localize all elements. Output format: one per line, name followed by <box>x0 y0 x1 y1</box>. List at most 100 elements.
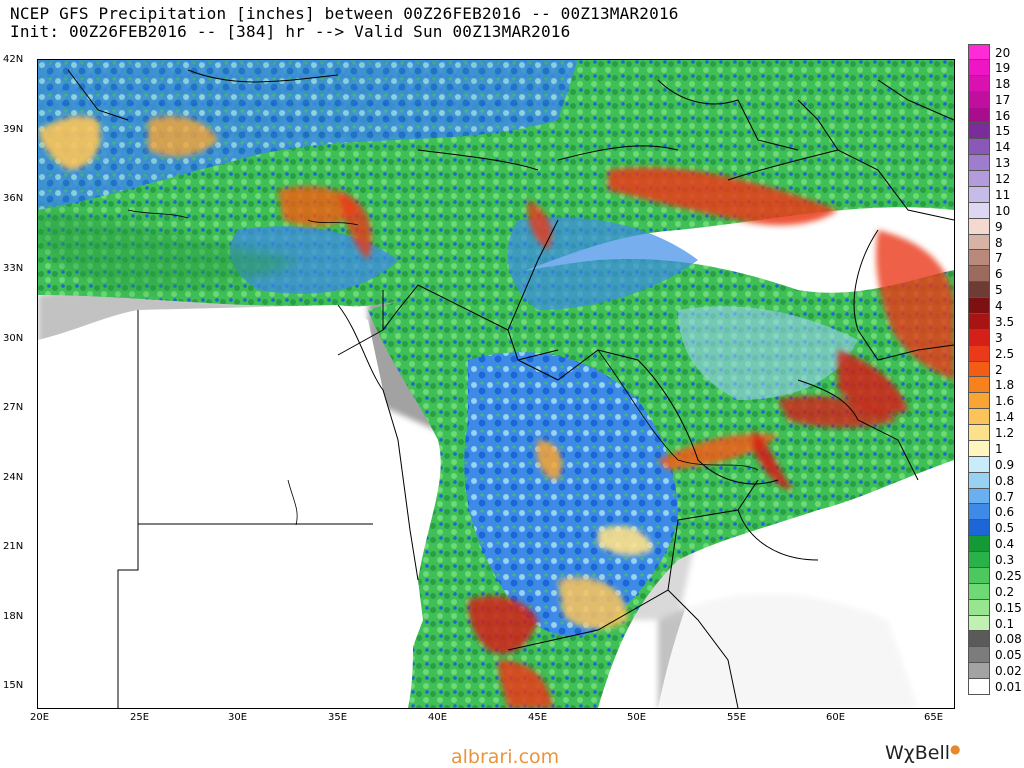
colorbar-label: 0.25 <box>995 568 1022 583</box>
colorbar-label: 6 <box>995 267 1003 282</box>
colorbar-swatch: 2.5 <box>968 345 1014 362</box>
colorbar-label: 1.6 <box>995 394 1015 409</box>
lat-label-21n: 21N <box>3 541 24 552</box>
colorbar-swatch: 13 <box>968 155 1010 171</box>
lat-label-42n: 42N <box>3 54 24 65</box>
map-subtitle: Init: 00Z26FEB2016 -- [384] hr --> Valid… <box>10 22 571 41</box>
colorbar-label: 12 <box>995 172 1011 186</box>
colorbar-swatch: 9 <box>968 218 1003 235</box>
colorbar-label: 0.8 <box>995 473 1015 488</box>
lat-label-33n: 33N <box>3 263 24 274</box>
colorbar-swatch: 0.02 <box>968 663 1022 679</box>
colorbar-swatch: 2 <box>968 361 1003 378</box>
wxbell-text: WχBell <box>885 742 951 764</box>
colorbar-swatch: 16 <box>968 107 1010 124</box>
country-borders <box>67 69 954 708</box>
colorbar-swatch: 15 <box>968 123 1010 140</box>
colorbar-label: 0.2 <box>995 584 1015 599</box>
lat-label-36n: 36N <box>3 193 24 204</box>
colorbar-swatch: 0.7 <box>968 488 1014 505</box>
lat-label-24n: 24N <box>3 472 24 483</box>
colorbar-label: 1 <box>995 441 1003 456</box>
no-precip-areas <box>38 305 954 708</box>
colorbar-label: 8 <box>995 235 1003 250</box>
colorbar-swatch: 20 <box>968 44 1010 60</box>
colorbar-label: 0.6 <box>995 505 1015 520</box>
colorbar-label: 0.02 <box>995 664 1022 679</box>
colorbar-swatch: 11 <box>968 186 1010 203</box>
colorbar-label: 4 <box>995 299 1003 313</box>
colorbar-label: 1.4 <box>995 410 1015 425</box>
lon-label-60e: 60E <box>826 712 846 723</box>
colorbar-swatch: 10 <box>968 202 1010 219</box>
colorbar-label: 3 <box>995 330 1003 345</box>
colorbar-swatch: 0.4 <box>968 536 1014 552</box>
colorbar-swatch: 0.5 <box>968 520 1014 537</box>
colorbar-swatch: 7 <box>968 250 1003 267</box>
map-title: NCEP GFS Precipitation [inches] between … <box>10 4 679 23</box>
lon-label-40e: 40E <box>428 712 448 723</box>
lon-label-65e: 65E <box>924 712 944 723</box>
colorbar-swatch: 0.3 <box>968 552 1014 568</box>
lon-label-20e: 20E <box>30 712 50 723</box>
colorbar-label: 5 <box>995 283 1003 298</box>
colorbar-swatch: 5 <box>968 282 1003 298</box>
colorbar-swatch: 0.1 <box>968 615 1014 632</box>
colorbar-swatch: 1 <box>968 440 1003 457</box>
colorbar-label: 10 <box>995 203 1011 218</box>
precipitation-map <box>37 59 955 709</box>
brand-dot-icon: ● <box>950 742 961 756</box>
colorbar-label: 13 <box>995 156 1011 171</box>
lon-label-35e: 35E <box>328 712 348 723</box>
colorbar-swatch: 1.8 <box>968 377 1014 394</box>
map-canvas <box>38 60 954 708</box>
colorbar-label: 3.5 <box>995 314 1015 329</box>
colorbar-label: 14 <box>995 140 1011 155</box>
sea-shading <box>38 210 298 290</box>
colorbar-swatch: 1.6 <box>968 393 1014 410</box>
colorbar-label: 0.5 <box>995 521 1015 536</box>
colorbar-swatch: 0.9 <box>968 456 1014 473</box>
colorbar-label: 7 <box>995 251 1003 266</box>
colorbar-label: 19 <box>995 60 1011 75</box>
lat-label-27n: 27N <box>3 402 24 413</box>
lat-label-39n: 39N <box>3 124 24 135</box>
precip-fields <box>38 60 954 708</box>
colorbar-label: 0.01 <box>995 680 1022 694</box>
colorbar-label: 0.08 <box>995 632 1022 647</box>
colorbar-label: 17 <box>995 92 1011 107</box>
colorbar-swatch: 0.15 <box>968 599 1022 616</box>
lat-label-15n: 15N <box>3 680 24 691</box>
colorbar-swatch: 3.5 <box>968 313 1014 330</box>
colorbar-label: 0.7 <box>995 489 1015 504</box>
colorbar-swatch: 8 <box>968 234 1003 251</box>
colorbar-label: 0.4 <box>995 537 1015 552</box>
colorbar-label: 0.15 <box>995 600 1022 615</box>
colorbar-swatch: 0.6 <box>968 504 1014 521</box>
heavy-precip <box>38 115 954 708</box>
colorbar-swatch: 1.2 <box>968 425 1014 441</box>
colorbar-label: 9 <box>995 219 1003 234</box>
lon-label-30e: 30E <box>228 712 248 723</box>
colorbar-swatch: 3 <box>968 329 1003 346</box>
colorbar-swatch: 0.8 <box>968 472 1014 489</box>
colorbar-swatch: 0.01 <box>968 679 1022 695</box>
wxbell-logo: WχBell● <box>885 742 961 764</box>
lon-label-55e: 55E <box>727 712 747 723</box>
colorbar-label: 18 <box>995 76 1011 91</box>
colorbar-swatch: 12 <box>968 171 1010 187</box>
colorbar-label: 0.05 <box>995 648 1022 663</box>
lon-label-25e: 25E <box>130 712 150 723</box>
colorbar-swatch: 19 <box>968 59 1010 76</box>
colorbar-label: 20 <box>995 46 1011 60</box>
colorbar-swatch: 0.08 <box>968 631 1022 648</box>
colorbar-label: 11 <box>995 187 1011 202</box>
colorbar-label: 2 <box>995 362 1003 377</box>
colorbar-label: 0.3 <box>995 553 1015 567</box>
colorbar-swatch: 6 <box>968 266 1003 283</box>
lat-label-30n: 30N <box>3 333 24 344</box>
colorbar-swatch: 0.25 <box>968 567 1022 584</box>
coastlines <box>127 209 759 526</box>
colorbar-swatch: 1.4 <box>968 409 1014 425</box>
colorbar-swatch: 0.05 <box>968 647 1022 664</box>
